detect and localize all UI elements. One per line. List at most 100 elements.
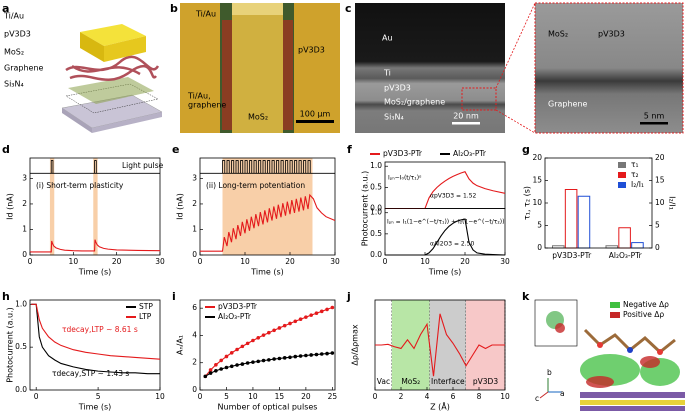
light-pulse <box>303 160 307 174</box>
marker <box>314 352 319 357</box>
image-label: Ti/Au <box>195 10 216 19</box>
x-tick-label: 0 <box>28 257 33 266</box>
x-tick-label: 0 <box>34 392 39 401</box>
marker <box>272 357 276 361</box>
legend-swatch <box>618 182 626 188</box>
y-tick-label: 2 <box>192 358 197 367</box>
x-tick-label: 20 <box>460 257 470 266</box>
x-tick-label: 10 <box>155 392 165 401</box>
marker <box>245 341 250 346</box>
x-tick-label: 5 <box>224 392 229 401</box>
marker <box>261 333 266 337</box>
image-label: pV3D3 <box>4 30 31 39</box>
y-tick-label: 0 <box>655 243 660 252</box>
x-tick-label: 8 <box>477 392 482 401</box>
y-tick-label: 0 <box>22 250 27 259</box>
marker <box>256 335 261 340</box>
light-pulse <box>280 160 284 174</box>
marker <box>224 354 229 359</box>
x-tick-label: 20 <box>301 392 311 401</box>
light-pulse <box>307 160 311 174</box>
y-tick-label: 4 <box>192 330 197 339</box>
plot-frame <box>544 157 653 249</box>
x-tick-label: 0 <box>373 392 378 401</box>
highlight <box>93 158 98 255</box>
marker <box>208 371 213 375</box>
marker <box>251 338 255 343</box>
legend-label: pV3D3-PTr <box>218 302 258 311</box>
light-pulse <box>262 160 266 174</box>
marker <box>235 363 239 367</box>
panel-label: e <box>172 143 179 156</box>
marker <box>224 365 229 370</box>
line <box>385 171 506 210</box>
y-axis-label: Aₙ/A₁ <box>176 335 185 355</box>
marker <box>282 356 287 360</box>
x-tick-label: 30 <box>500 257 510 266</box>
plot-frame <box>384 161 506 209</box>
panel-label: g <box>522 143 530 156</box>
image-label: graphene <box>188 101 226 110</box>
image-label: Graphene <box>4 64 44 73</box>
marker <box>251 360 255 364</box>
marker <box>214 362 218 367</box>
marker <box>304 353 308 358</box>
region-label: MoS₂ <box>401 377 420 386</box>
panel-label: d <box>2 143 10 156</box>
image-label: MoS₂ <box>248 113 268 122</box>
x-tick-label: 4 <box>425 392 430 401</box>
marker <box>309 313 313 317</box>
y-axis-label: Δρ/Δρmax <box>351 324 360 365</box>
marker <box>319 309 324 314</box>
marker <box>267 358 271 362</box>
light-pulse <box>231 160 235 174</box>
light-pulse <box>94 160 97 174</box>
light-pulse <box>244 160 248 174</box>
x-tick-label: 0 <box>383 257 388 266</box>
light-pulse <box>50 160 54 174</box>
y-tick-label: 0.0 <box>370 250 382 259</box>
legend-swatch <box>618 172 626 178</box>
plot-frame <box>29 157 161 256</box>
marker <box>293 354 298 359</box>
panel-label: k <box>522 290 530 303</box>
legend-swatch <box>618 162 626 168</box>
x-axis-label: Z (Å) <box>430 401 450 412</box>
y2-axis-label: I₂/I₁ <box>668 196 677 210</box>
y-tick-label: 2 <box>192 199 197 208</box>
annotation: Iₚₕ = I₁(1−e^(−t/τ₁)) + I₂(1−e^(−t/τ₂)) <box>387 219 505 226</box>
axis-label: c <box>535 394 539 403</box>
schematic-a <box>61 24 163 133</box>
image-label: Ti/Au, <box>187 92 211 101</box>
structure-k <box>534 299 685 411</box>
y-tick-label: 15 <box>655 176 665 185</box>
light-pulse <box>249 160 253 174</box>
bar <box>564 189 578 249</box>
light-pulse <box>285 160 289 174</box>
legend-label: LTP <box>139 312 152 321</box>
marker <box>330 305 335 310</box>
y-axis-label: Id (nA) <box>176 193 185 220</box>
panel-label: b <box>170 2 178 15</box>
x-tick-label: 10 <box>420 257 430 266</box>
x-tick-label: 25 <box>328 392 338 401</box>
tem-c <box>355 2 684 134</box>
marker <box>235 347 239 352</box>
legend-label: τ₁ <box>631 160 639 169</box>
light-pulse <box>271 160 275 174</box>
x-tick-label: 10 <box>248 392 258 401</box>
line <box>385 218 506 256</box>
legend-label: Negative Δρ <box>623 300 669 309</box>
legend-label: I₂/I₁ <box>631 180 644 189</box>
y-tick-label: 0.5 <box>370 229 382 238</box>
y-tick-label: 1.0 <box>15 299 27 308</box>
marker <box>240 362 245 366</box>
axis-label: a <box>560 389 565 398</box>
panel-label: a <box>2 2 9 15</box>
legend-label: STP <box>139 302 153 311</box>
line <box>375 313 505 377</box>
image-label: Si₃N₄ <box>384 113 404 122</box>
light-pulse <box>258 160 262 174</box>
x-tick-label: 10 <box>240 257 250 266</box>
axis-label: b <box>547 368 552 377</box>
